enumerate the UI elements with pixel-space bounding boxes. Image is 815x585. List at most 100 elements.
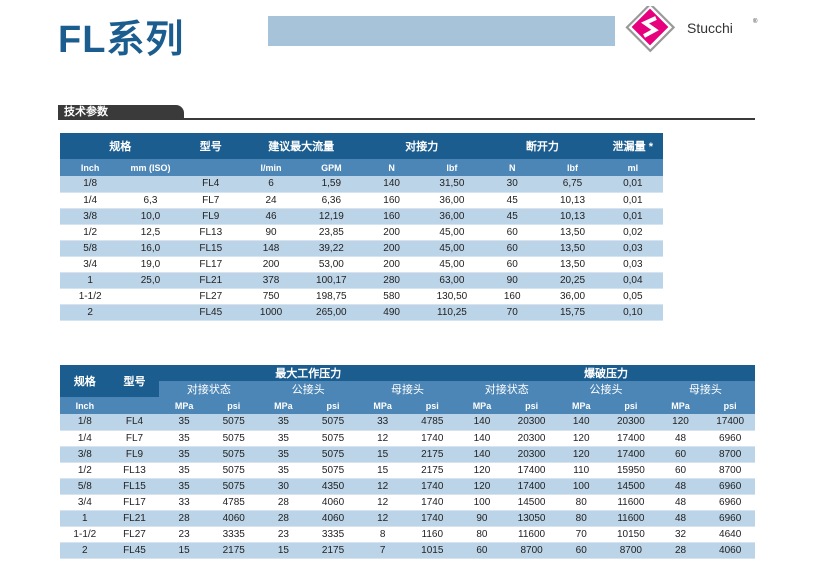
cell: 0,03 <box>602 256 663 273</box>
unit-header: GPM <box>301 159 362 176</box>
cell: 90 <box>457 510 507 527</box>
unit-header: Inch <box>60 397 110 414</box>
cell: 148 <box>240 240 302 257</box>
group-header: 断开力 <box>482 133 603 159</box>
cell: 2 <box>60 304 121 321</box>
cell: 200 <box>240 256 302 273</box>
cell: 45,00 <box>421 224 483 241</box>
cell: 4785 <box>407 414 458 431</box>
cell: 3/4 <box>60 494 110 511</box>
header-row: 规格 型号 建议最大流量 对接力 断开力 泄漏量 * <box>60 133 663 159</box>
cell: 15 <box>357 462 408 479</box>
data-row: 3/4 FL17 33 4785 28 4060 12 1740 100 14500 80 11600… <box>60 494 755 511</box>
cell: 160 <box>361 192 422 209</box>
cell: 8700 <box>606 542 656 559</box>
data-row: 1 25,0 FL21 378 100,17 280 63,00 90 20,25 0,04 <box>60 272 663 289</box>
cell: 45 <box>482 208 543 225</box>
group-header: 型号 <box>109 365 160 397</box>
cell: 20,25 <box>542 272 603 289</box>
cell: 200 <box>361 224 422 241</box>
cell: 120 <box>457 478 507 495</box>
unit-header: psi <box>208 397 259 414</box>
group-header: 规格 <box>60 365 110 397</box>
cell: 60 <box>556 542 607 559</box>
cell: 35 <box>258 446 309 463</box>
cell: 1-1/2 <box>60 526 110 543</box>
cell: 10,13 <box>542 192 603 209</box>
unit-header: MPa <box>357 397 408 414</box>
section-title: 技术参数 <box>58 105 184 119</box>
unit-header: MPa <box>159 397 209 414</box>
cell: 45,00 <box>421 240 483 257</box>
cell: 140 <box>457 446 507 463</box>
cell: 2175 <box>308 542 358 559</box>
cell: 6,3 <box>120 192 181 209</box>
data-row: 1-1/2 FL27 23 3335 23 3335 8 1160 80 11600 70 10150… <box>60 526 755 543</box>
cell: 140 <box>556 414 607 431</box>
cell: FL21 <box>180 272 241 289</box>
cell: 6 <box>240 176 302 193</box>
data-row: 1/2 12,5 FL13 90 23,85 200 45,00 60 13,50 0,02 <box>60 224 663 241</box>
group-header: 型号 <box>180 133 241 159</box>
cell: 35 <box>159 478 209 495</box>
cell: 4060 <box>308 494 358 511</box>
cell: 140 <box>361 176 422 193</box>
cell: 28 <box>655 542 706 559</box>
data-row: 3/8 10,0 FL9 46 12,19 160 36,00 45 10,13 0,01 <box>60 208 663 225</box>
cell: 4640 <box>705 526 755 543</box>
cell: 53,00 <box>301 256 362 273</box>
cell: 2175 <box>407 446 458 463</box>
cell: 1740 <box>407 494 458 511</box>
sub-header: 对接状态 <box>159 381 259 397</box>
data-row: 1/8 FL4 35 5075 35 5075 33 4785 140 20300 140 20300… <box>60 414 755 431</box>
group-header: 建议最大流量 <box>240 133 362 159</box>
cell: 0,05 <box>602 288 663 305</box>
unit-header: lbf <box>542 159 603 176</box>
cell: 4785 <box>208 494 259 511</box>
cell: 15 <box>357 446 408 463</box>
cell: 5075 <box>308 446 358 463</box>
unit-header: MPa <box>258 397 309 414</box>
cell: 45,00 <box>421 256 483 273</box>
cell: 6960 <box>705 494 755 511</box>
cell: 2175 <box>407 462 458 479</box>
cell: 16,0 <box>120 240 181 257</box>
cell: 378 <box>240 272 302 289</box>
cell: 15950 <box>606 462 656 479</box>
cell: FL17 <box>180 256 241 273</box>
cell: 48 <box>655 494 706 511</box>
cell: FL4 <box>180 176 241 193</box>
pressure-table: 规格 型号 最大工作压力 爆破压力 对接状态 公接头 母接头 对接状态 公接头 母接头 Inch MP… <box>60 365 755 559</box>
group-header: 规格 <box>60 133 181 159</box>
cell: 60 <box>482 224 543 241</box>
data-row: 2 FL45 1000 265,00 490 110,25 70 15,75 0,10 <box>60 304 663 321</box>
cell: 0,02 <box>602 224 663 241</box>
cell: FL13 <box>180 224 241 241</box>
cell: 5075 <box>308 462 358 479</box>
cell: 35 <box>258 414 309 431</box>
cell: 490 <box>361 304 422 321</box>
cell: 15 <box>258 542 309 559</box>
cell: 5075 <box>208 462 259 479</box>
cell: 1740 <box>407 430 458 447</box>
cell: 32 <box>655 526 706 543</box>
cell: 36,00 <box>421 208 483 225</box>
cell: 4060 <box>308 510 358 527</box>
cell: 1/2 <box>60 462 110 479</box>
data-row: 1/8 FL4 6 1,59 140 31,50 30 6,75 0,01 <box>60 176 663 193</box>
cell: 12,5 <box>120 224 181 241</box>
cell: 20300 <box>506 446 557 463</box>
unit-row: Inch MPa psi MPa psi MPa psi MPa psi MPa psi MPa psi <box>60 397 755 414</box>
section-rule <box>58 118 755 120</box>
cell: 100,17 <box>301 272 362 289</box>
cell: 1,59 <box>301 176 362 193</box>
cell: 8700 <box>705 446 755 463</box>
cell: 4350 <box>308 478 358 495</box>
cell: 1-1/2 <box>60 288 121 305</box>
cell: 120 <box>556 430 607 447</box>
cell: 39,22 <box>301 240 362 257</box>
data-row: 1/4 FL7 35 5075 35 5075 12 1740 140 20300 120 17400… <box>60 430 755 447</box>
cell: 70 <box>556 526 607 543</box>
cell: 120 <box>655 414 706 431</box>
